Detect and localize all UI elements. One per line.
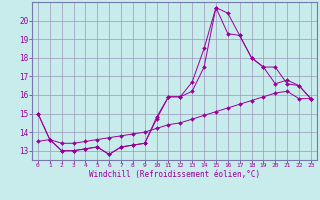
X-axis label: Windchill (Refroidissement éolien,°C): Windchill (Refroidissement éolien,°C) bbox=[89, 170, 260, 179]
